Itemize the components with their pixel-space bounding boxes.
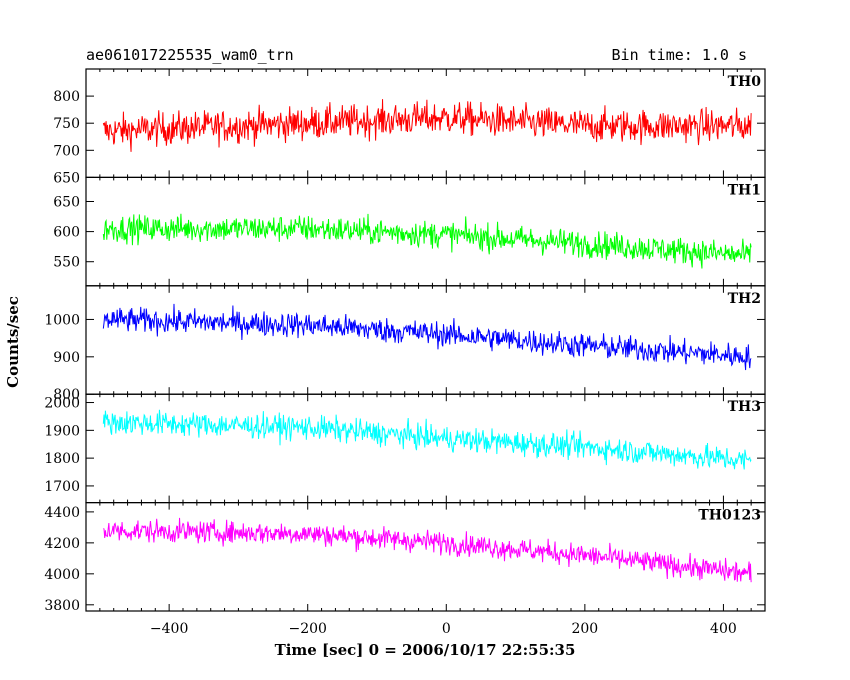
y-tick-label: 800 [53,387,80,403]
y-tick-label: 4000 [44,567,80,583]
y-tick-label: 650 [53,194,80,210]
x-tick-label: 400 [710,621,737,637]
y-tick-label: 1800 [44,451,80,467]
x-axis-label: Time [sec] 0 = 2006/10/17 22:55:35 [275,641,576,659]
panel-th2: 800 900 1000 TH2 [44,285,766,403]
x-axis: −400 −200 0 200 400 [150,621,737,637]
chart-title: ae061017225535_wam0_trn [86,46,294,64]
panel-name-label: TH0123 [698,508,761,524]
series-line-th0 [102,99,752,152]
x-tick-label: −400 [150,621,188,637]
y-tick-label: 800 [53,89,80,105]
x-tick-label: 0 [442,621,451,637]
x-tick-label: −200 [288,621,326,637]
panel-th1: 550 600 650 TH1 [53,176,766,287]
panel-frame [85,502,766,612]
panels: 650 700 750 800 TH0 550 600 650 TH1 800 900 1000 TH2… [44,68,766,614]
panel-name-label: TH2 [728,291,761,307]
y-tick-label: 1900 [44,423,80,439]
panel-th3: 1700 1800 1900 2000 TH3 [44,393,766,504]
y-axis-label: Counts/sec [4,296,22,388]
panel-name-label: TH0 [728,74,762,90]
series-line-th2 [102,303,752,371]
y-tick-label: 750 [53,116,80,132]
panel-name-label: TH3 [728,399,761,415]
y-tick-label: 600 [53,225,80,241]
y-tick-label: 1700 [44,479,80,495]
y-tick-label: 1000 [44,312,80,328]
series-line-th3 [102,409,752,470]
series-line-th1 [102,213,752,269]
x-tick-label: 200 [571,621,598,637]
panel-name-label: TH1 [728,182,761,198]
panel-th0123: 3800 4000 4200 4400 TH0123 [44,502,766,614]
y-tick-label: 650 [53,170,80,186]
y-tick-label: 3800 [44,598,80,614]
y-tick-label: 2000 [44,396,80,412]
y-tick-label: 4200 [44,536,80,552]
panel-th0: 650 700 750 800 TH0 [53,68,766,186]
y-tick-label: 550 [53,255,80,271]
y-tick-label: 4400 [44,505,80,521]
y-tick-label: 700 [53,143,80,159]
bin-time-label: Bin time: 1.0 s [612,46,747,64]
series-line-th0123 [103,517,752,583]
y-tick-label: 900 [53,350,80,366]
panel-frame [85,285,766,395]
